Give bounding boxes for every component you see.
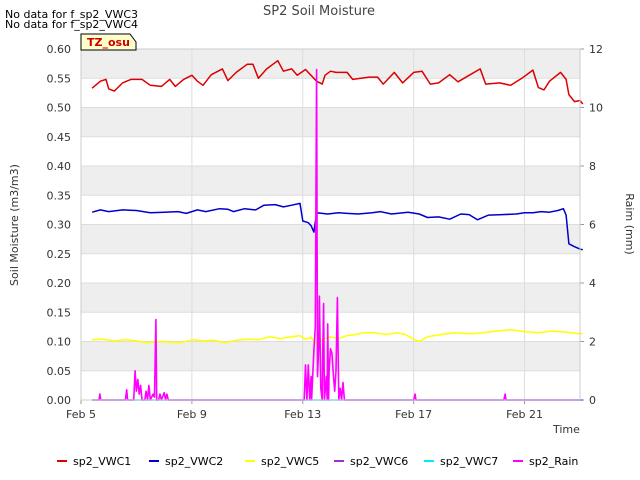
y-tick-label: 0.50 <box>47 102 72 115</box>
y-tick-label: 0.55 <box>47 72 72 85</box>
x-tick-label: Feb 17 <box>395 408 432 421</box>
legend-item-sp2_VWC6: sp2_VWC6 <box>334 455 408 468</box>
legend-item-sp2_VWC1: sp2_VWC1 <box>57 455 131 468</box>
y2-tick-label: 12 <box>589 43 603 56</box>
tz-badge-label: TZ_osu <box>87 36 130 49</box>
plot-band <box>81 224 580 254</box>
chart-title: SP2 Soil Moisture <box>263 4 375 19</box>
no-data-note-2: No data for f_sp2_VWC4 <box>5 18 139 31</box>
legend-label: sp2_VWC2 <box>165 455 223 468</box>
plot-frame <box>80 48 581 401</box>
y2-axis-title: Raim (mm) <box>623 193 636 254</box>
series-line-sp2_VWC2 <box>91 202 583 251</box>
legend-item-sp2_VWC5: sp2_VWC5 <box>245 455 319 468</box>
y-tick-label: 0.30 <box>47 219 72 232</box>
y2-tick-label: 6 <box>589 219 596 232</box>
x-tick-label: Feb 21 <box>506 408 543 421</box>
series-line-sp2_VWC1 <box>91 59 584 105</box>
legend-label: sp2_VWC1 <box>73 455 131 468</box>
no-data-note-1: No data for f_sp2_VWC3 <box>5 8 139 21</box>
legend-label: sp2_VWC6 <box>350 455 408 468</box>
series-line-sp2_Rain <box>92 68 583 401</box>
y-tick-label: 0.35 <box>47 189 72 202</box>
y-tick-label: 0.60 <box>47 43 72 56</box>
y-tick-label: 0.20 <box>47 277 72 290</box>
legend: sp2_VWC1 sp2_VWC2 sp2_VWC5 sp2_VWC6 sp2_VWC7… <box>57 455 578 468</box>
y2-tick-label: 2 <box>589 336 596 349</box>
legend-label: sp2_Rain <box>529 455 578 468</box>
plot-band <box>81 283 580 313</box>
y2-tick-label: 4 <box>589 277 596 290</box>
y-tick-label: 0.25 <box>47 248 72 261</box>
legend-item-sp2_Rain: sp2_Rain <box>513 455 578 468</box>
y2-tick-label: 0 <box>589 394 596 407</box>
series-line-sp2_VWC5 <box>92 329 583 346</box>
plot-band <box>81 49 580 79</box>
x-tick-label: Feb 5 <box>66 408 96 421</box>
y2-tick-label: 10 <box>589 102 603 115</box>
y-tick-label: 0.05 <box>47 365 72 378</box>
legend-label: sp2_VWC5 <box>261 455 319 468</box>
y2-tick-label: 8 <box>589 160 596 173</box>
y-tick-label: 0.40 <box>47 160 72 173</box>
plot-band <box>81 107 580 137</box>
plot-band <box>81 166 580 196</box>
tz-badge: TZ_osu <box>80 33 137 51</box>
y-axis-title: Soil Moisture (m3/m3) <box>8 164 21 286</box>
legend-item-sp2_VWC7: sp2_VWC7 <box>424 455 498 468</box>
y-tick-label: 0.10 <box>47 336 72 349</box>
x-tick-label: Feb 9 <box>177 408 207 421</box>
axes: 0.00 0.05 0.10 0.15 0.20 0.25 0.30 0.35 0.40 0.45… <box>47 43 604 421</box>
y-tick-label: 0.00 <box>47 394 72 407</box>
x-tick-label: Feb 13 <box>284 408 321 421</box>
y-tick-label: 0.15 <box>47 306 72 319</box>
legend-label: sp2_VWC7 <box>440 455 498 468</box>
legend-item-sp2_VWC2: sp2_VWC2 <box>149 455 223 468</box>
x-axis-title: Time <box>552 423 580 436</box>
y-tick-label: 0.45 <box>47 131 72 144</box>
